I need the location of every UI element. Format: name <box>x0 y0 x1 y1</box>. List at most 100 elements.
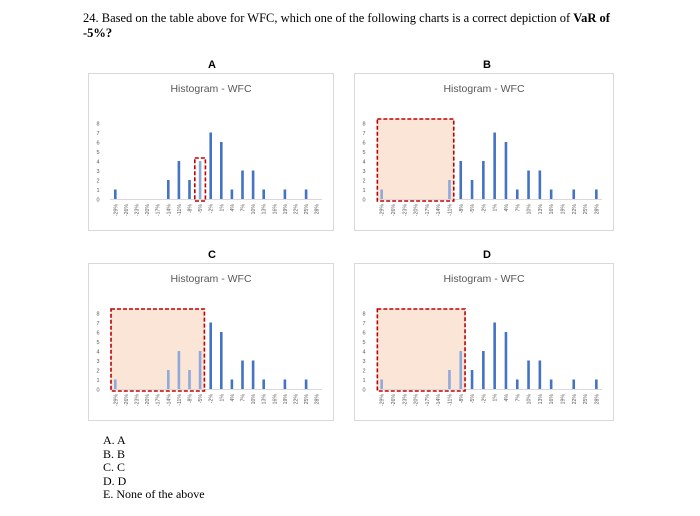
histogram-bar <box>241 360 244 389</box>
x-tick-label: 13% <box>538 204 544 215</box>
x-tick-label: -14% <box>436 394 442 406</box>
histogram-bar <box>198 161 202 199</box>
x-tick-label: -17% <box>425 394 431 406</box>
var-shaded-region <box>377 309 466 389</box>
histogram-bar <box>515 379 519 389</box>
x-tick-label: -2% <box>481 204 487 214</box>
option-e[interactable]: E. None of the above <box>103 487 205 501</box>
x-tick-label: 10% <box>251 204 257 215</box>
x-tick-label: -29% <box>113 394 119 406</box>
histogram-bar <box>188 370 191 389</box>
option-c[interactable]: C. C <box>103 460 126 474</box>
chart-title: Histogram - WFC <box>170 83 252 95</box>
x-tick-label: 28% <box>315 204 321 215</box>
histogram-bar <box>572 189 576 199</box>
x-tick-label: 25% <box>583 394 589 405</box>
chart-title: Histogram - WFC <box>443 83 525 95</box>
x-tick-label: -11% <box>177 204 183 216</box>
x-tick-label: -23% <box>135 394 141 406</box>
x-tick-label: -20% <box>414 394 420 406</box>
x-tick-label: -5% <box>198 394 204 404</box>
y-tick-label: 2 <box>362 369 365 375</box>
histogram-bar <box>114 379 117 389</box>
x-tick-label: 13% <box>262 394 268 405</box>
y-tick-label: 3 <box>96 169 99 175</box>
x-tick-label: -14% <box>436 204 442 216</box>
option-d[interactable]: D. D <box>103 473 127 488</box>
histogram-bar <box>167 180 170 199</box>
histogram-bar <box>209 322 212 389</box>
histogram-bar <box>448 180 451 199</box>
histogram-bar <box>493 322 496 389</box>
x-tick-label: 16% <box>272 204 278 215</box>
chart-title: Histogram - WFC <box>443 273 525 285</box>
y-tick-label: 2 <box>96 179 99 185</box>
x-tick-label: -2% <box>481 394 487 404</box>
x-tick-label: 13% <box>538 394 544 405</box>
histogram-bar <box>527 170 530 199</box>
panel-label-d: D <box>483 249 491 261</box>
y-tick-label: 5 <box>362 150 365 156</box>
x-tick-label: -14% <box>166 394 172 406</box>
x-tick-label: 19% <box>560 394 566 405</box>
x-tick-label: 16% <box>549 204 555 215</box>
x-tick-label: -20% <box>414 204 420 216</box>
x-tick-label: -29% <box>380 204 386 216</box>
x-tick-label: 1% <box>219 394 225 402</box>
x-tick-label: 28% <box>594 394 600 405</box>
histogram-bar <box>230 379 234 389</box>
histogram-bar <box>220 142 223 199</box>
x-tick-label: 19% <box>283 204 289 215</box>
x-tick-label: 19% <box>283 394 289 405</box>
x-tick-label: 1% <box>493 394 499 402</box>
x-tick-label: -8% <box>188 204 194 214</box>
question-number: 24. <box>83 11 99 25</box>
x-tick-label: 22% <box>572 394 578 405</box>
panel-label-c: C <box>208 249 216 261</box>
histogram-bar <box>167 370 170 389</box>
histogram-bar <box>177 161 181 199</box>
x-tick-label: -5% <box>470 394 476 404</box>
x-tick-label: 16% <box>549 394 555 405</box>
x-tick-label: 19% <box>560 204 566 215</box>
x-tick-label: 7% <box>515 394 521 402</box>
x-tick-label: -11% <box>447 394 453 406</box>
option-a[interactable]: A. A <box>103 433 126 447</box>
histogram-bar <box>220 332 223 389</box>
y-tick-label: 1 <box>362 188 365 194</box>
y-tick-label: 5 <box>96 150 99 156</box>
y-tick-label: 8 <box>362 122 365 128</box>
histogram-bar <box>493 132 496 199</box>
x-tick-label: 10% <box>527 204 533 215</box>
x-tick-label: 16% <box>272 394 278 405</box>
y-tick-label: 7 <box>362 131 365 137</box>
x-tick-label: 7% <box>241 394 247 402</box>
y-tick-label: 6 <box>362 331 365 337</box>
panel-label-b: B <box>483 59 491 71</box>
x-tick-label: -5% <box>470 204 476 214</box>
histogram-bar <box>251 170 255 199</box>
x-tick-label: 1% <box>219 204 225 212</box>
histogram-bar <box>549 189 553 199</box>
y-tick-label: 7 <box>362 321 365 327</box>
x-tick-label: -26% <box>391 394 397 406</box>
var-highlight-box <box>194 157 207 202</box>
y-tick-label: 4 <box>96 350 99 356</box>
chart-title: Histogram - WFC <box>170 273 252 285</box>
x-tick-label: 4% <box>230 204 236 212</box>
y-tick-label: 6 <box>96 331 99 337</box>
x-tick-label: -17% <box>156 394 162 406</box>
var-shaded-region <box>377 119 454 199</box>
x-tick-label: -8% <box>188 394 194 404</box>
x-tick-label: -17% <box>425 204 431 216</box>
x-tick-label: 10% <box>251 394 257 405</box>
y-tick-label: 8 <box>96 122 99 128</box>
y-tick-label: 3 <box>96 359 99 365</box>
y-tick-label: 6 <box>362 141 365 147</box>
x-tick-label: 7% <box>515 204 521 212</box>
x-tick-label: 28% <box>315 394 321 405</box>
histogram-bar <box>230 189 234 199</box>
option-b[interactable]: B. B <box>103 446 126 461</box>
histogram-chart-d: Histogram - WFC 0 1 2 3 4 5 6 7 8 -29% -26% -23% -20%… <box>354 263 614 421</box>
histogram-bar <box>304 379 308 389</box>
